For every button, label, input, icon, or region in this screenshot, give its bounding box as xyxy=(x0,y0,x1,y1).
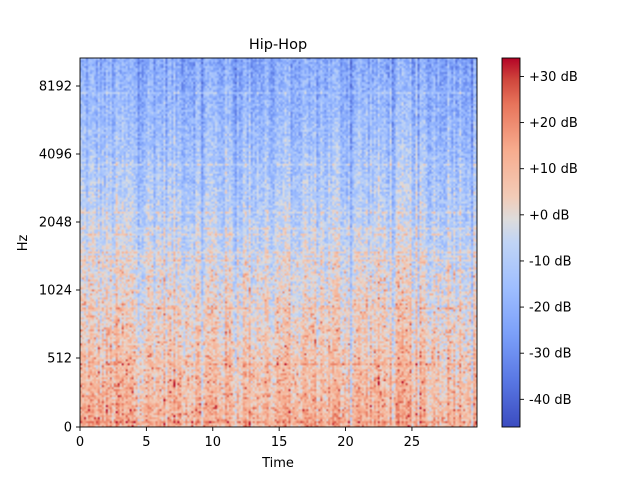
y-tick-label: 4096 xyxy=(39,148,72,163)
spectrogram-heatmap xyxy=(80,58,477,427)
y-axis-label: Hz xyxy=(16,235,31,252)
plot-frame xyxy=(79,57,478,428)
x-axis-label: Time xyxy=(261,456,294,471)
x-tick-label: 5 xyxy=(142,435,150,450)
x-tick-label: 10 xyxy=(205,435,222,450)
colorbar-axis: +30 dB +20 dB +10 dB +0 dB -10 dB -20 dB -30 d… xyxy=(520,70,578,408)
y-tick-label: 0 xyxy=(64,421,72,436)
colorbar-tick-label: +30 dB xyxy=(529,70,578,85)
y-tick-label: 8192 xyxy=(39,80,72,95)
colorbar-tick-label: -20 dB xyxy=(529,301,572,316)
y-tick-label: 2048 xyxy=(39,216,72,231)
x-tick-label: 15 xyxy=(271,435,288,450)
y-tick-label: 1024 xyxy=(39,284,72,299)
y-tick-label: 512 xyxy=(47,352,72,367)
colorbar xyxy=(501,57,521,428)
x-tick-label: 25 xyxy=(404,435,421,450)
colorbar-tick-label: +10 dB xyxy=(529,162,578,177)
x-axis: 0 5 10 15 20 25 xyxy=(76,427,420,450)
x-tick-label: 20 xyxy=(337,435,354,450)
colorbar-tick-label: -10 dB xyxy=(529,254,572,269)
colorbar-tick-label: +20 dB xyxy=(529,116,578,131)
spectrogram-image xyxy=(80,58,477,427)
colorbar-tick-label: -40 dB xyxy=(529,393,572,408)
colorbar-tick-label: +0 dB xyxy=(529,208,569,223)
y-axis: 0 512 1024 2048 4096 8192 xyxy=(39,80,80,436)
colorbar-tick-label: -30 dB xyxy=(529,347,572,362)
x-tick-label: 0 xyxy=(76,435,84,450)
chart-title: Hip-Hop xyxy=(249,37,307,53)
